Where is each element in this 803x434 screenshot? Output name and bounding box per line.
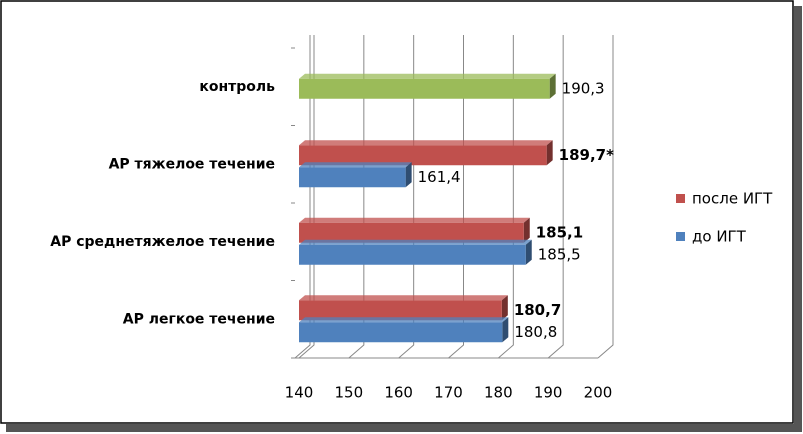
bar-top xyxy=(299,73,556,79)
y-tick-label: АР тяжелое течение xyxy=(109,156,275,172)
bar-side xyxy=(502,317,509,343)
bar xyxy=(299,78,550,99)
x-tick-label: 150 xyxy=(335,384,364,402)
bar xyxy=(299,322,503,343)
grid-line xyxy=(597,35,614,359)
value-label: 185,5 xyxy=(538,245,581,263)
value-label: 190,3 xyxy=(562,79,605,97)
x-tick-label: 170 xyxy=(434,384,463,402)
value-label: 180,8 xyxy=(514,323,557,341)
frame-shadow xyxy=(794,6,802,432)
bar-top xyxy=(299,295,508,301)
legend-label: до ИГТ xyxy=(692,228,747,246)
bar-top xyxy=(299,162,412,168)
x-tick-label: 190 xyxy=(534,384,563,402)
bar xyxy=(299,244,526,265)
bar-top xyxy=(299,239,532,245)
grid-line xyxy=(298,35,315,359)
bar-side xyxy=(501,295,508,321)
frame-shadow xyxy=(6,424,802,432)
legend-label: после ИГТ xyxy=(692,190,773,208)
value-label: 189,7* xyxy=(559,146,614,164)
y-tick-label: АР среднетяжелое течение xyxy=(50,234,275,250)
legend-swatch xyxy=(676,194,685,203)
grid-line xyxy=(498,35,514,359)
bar xyxy=(299,145,547,166)
x-tick-label: 200 xyxy=(584,384,613,402)
bar xyxy=(299,222,524,243)
bar-side xyxy=(549,73,556,99)
value-label: 161,4 xyxy=(418,168,461,186)
bar-side xyxy=(525,239,532,265)
legend-swatch xyxy=(676,232,685,241)
y-tick-label: АР легкое течение xyxy=(123,311,275,327)
bar xyxy=(299,300,502,321)
bar-side xyxy=(523,217,530,243)
bar-side xyxy=(546,140,553,166)
x-tick-label: 180 xyxy=(484,384,513,402)
x-tick-label: 140 xyxy=(285,384,314,402)
grid-line xyxy=(547,35,564,359)
x-tick-label: 160 xyxy=(384,384,413,402)
bar-top xyxy=(299,317,509,323)
value-label: 180,7 xyxy=(514,301,561,319)
bar xyxy=(299,167,406,188)
bar-side xyxy=(405,162,412,188)
grid-line xyxy=(448,35,464,359)
grid-line xyxy=(398,35,415,359)
chart-frame xyxy=(0,0,794,424)
bar-top xyxy=(299,140,553,146)
grid-line xyxy=(348,35,365,359)
bar-top xyxy=(299,217,530,223)
back-wall xyxy=(294,35,311,359)
value-label: 185,1 xyxy=(536,223,583,241)
y-tick-label: контроль xyxy=(199,79,275,95)
